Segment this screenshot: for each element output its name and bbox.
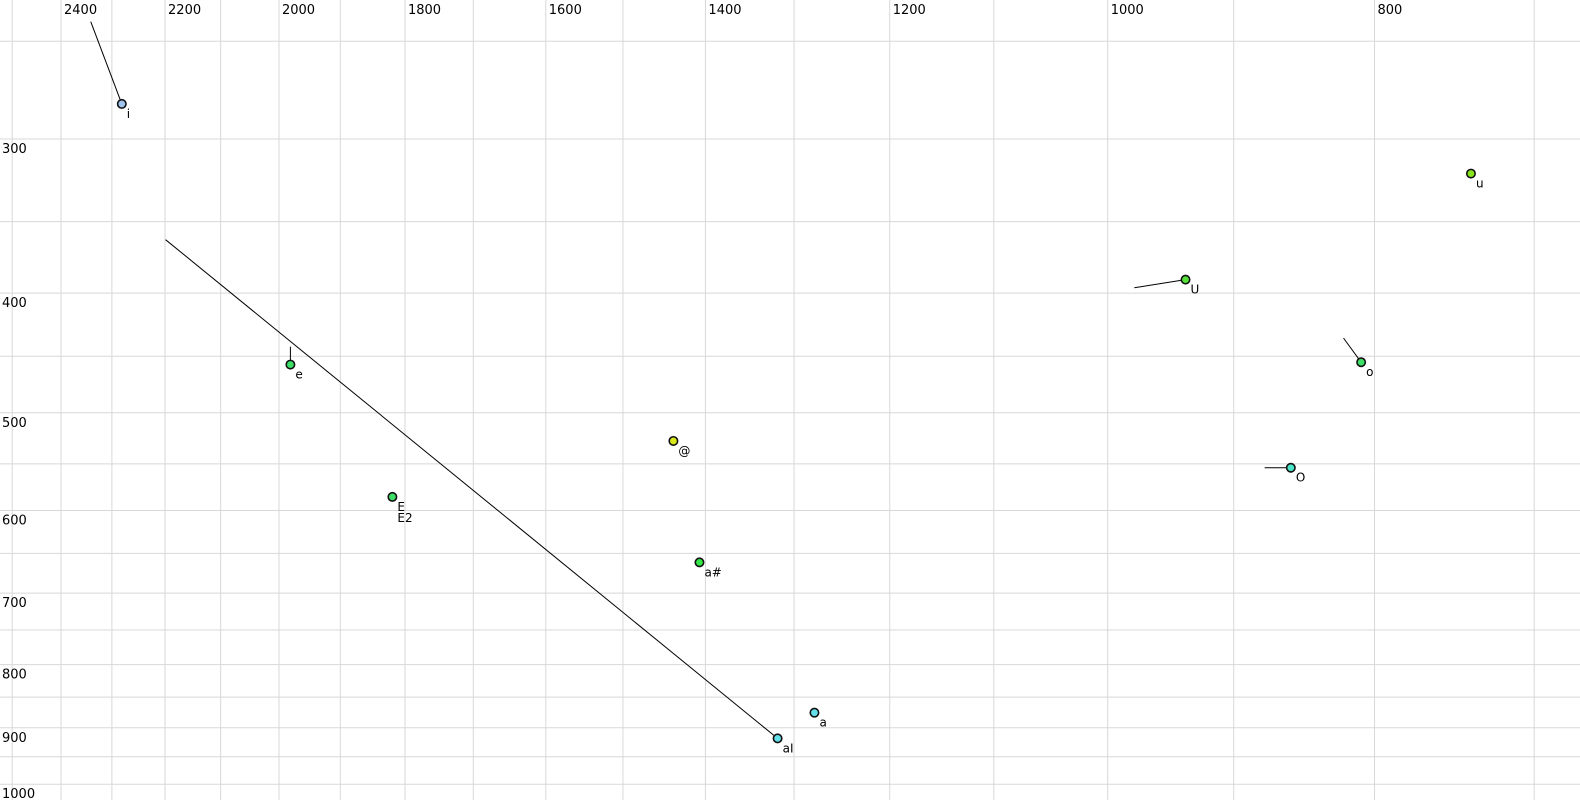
y-tick-label-700: 700 bbox=[2, 596, 27, 611]
y-tick-label-900: 900 bbox=[2, 731, 27, 746]
vowel-label-O: O bbox=[1296, 471, 1305, 485]
vowel-label-i: i bbox=[127, 107, 130, 121]
vowel-point-@[interactable] bbox=[668, 435, 679, 446]
vowel-point-O[interactable] bbox=[1285, 462, 1296, 473]
x-tick-label-1200: 1200 bbox=[893, 3, 926, 18]
vowel-point-o[interactable] bbox=[1356, 357, 1367, 368]
y-tick-label-600: 600 bbox=[2, 513, 27, 528]
y-tick-label-1000: 1000 bbox=[2, 787, 35, 800]
y-tick-label-400: 400 bbox=[2, 296, 27, 311]
vowel-label-o: o bbox=[1366, 365, 1373, 379]
vowel-point-E[interactable] bbox=[387, 491, 398, 502]
vowel-tail-U bbox=[1134, 279, 1186, 289]
vowel-tail-i bbox=[90, 21, 123, 105]
vowel-label-a#: a# bbox=[704, 565, 721, 579]
vowel-label-a: a bbox=[819, 716, 826, 730]
vowel-label-e: e bbox=[295, 368, 302, 382]
y-tick-label-800: 800 bbox=[2, 668, 27, 683]
x-tick-label-1600: 1600 bbox=[549, 3, 582, 18]
vowel-label-E: E bbox=[397, 500, 405, 514]
vowel-point-u[interactable] bbox=[1465, 168, 1476, 179]
vowel-label-u: u bbox=[1476, 177, 1484, 191]
x-tick-label-800: 800 bbox=[1378, 3, 1403, 18]
x-tick-label-2200: 2200 bbox=[168, 3, 201, 18]
vowel-label-E2: E2 bbox=[397, 511, 412, 525]
vowel-point-i[interactable] bbox=[116, 98, 127, 109]
x-tick-label-2400: 2400 bbox=[64, 3, 97, 18]
x-tick-label-1800: 1800 bbox=[408, 3, 441, 18]
vowel-label-U: U bbox=[1191, 283, 1200, 297]
vowel-tail-aI bbox=[165, 239, 778, 739]
vowel-point-a[interactable] bbox=[809, 707, 820, 718]
vowel-point-aI[interactable] bbox=[772, 733, 783, 744]
vowel-point-U[interactable] bbox=[1180, 274, 1191, 285]
vowel-point-a#[interactable] bbox=[694, 557, 705, 568]
y-tick-label-300: 300 bbox=[2, 142, 27, 157]
vowel-label-@: @ bbox=[678, 444, 690, 458]
x-tick-label-1400: 1400 bbox=[708, 3, 741, 18]
vowel-point-e[interactable] bbox=[285, 359, 296, 370]
vowel-label-aI: aI bbox=[783, 741, 794, 755]
x-tick-label-2000: 2000 bbox=[282, 3, 315, 18]
x-tick-label-1000: 1000 bbox=[1111, 3, 1144, 18]
y-tick-label-500: 500 bbox=[2, 416, 27, 431]
